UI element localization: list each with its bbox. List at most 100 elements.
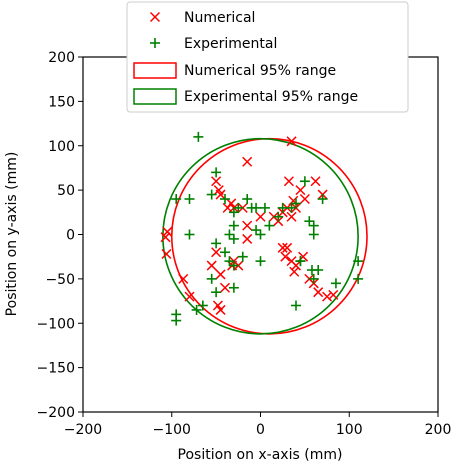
experimental-point <box>273 211 284 222</box>
experimental-point <box>330 278 341 289</box>
numerical-point <box>211 247 222 258</box>
experimental-point <box>242 194 253 204</box>
x-tick-label: −100 <box>153 422 191 438</box>
experimental-point <box>304 216 315 227</box>
range-circles <box>162 137 368 335</box>
experimental-point <box>228 220 239 231</box>
numerical-point <box>280 251 291 262</box>
numerical-point <box>313 287 324 298</box>
numerical-point <box>242 233 253 244</box>
x-tick-label: −200 <box>64 422 102 438</box>
experimental-point <box>264 220 275 231</box>
experimental-point <box>206 273 217 284</box>
experimental-point <box>228 260 239 271</box>
legend-label-experimental: Experimental <box>184 36 277 52</box>
legend-plus-marker <box>150 38 160 48</box>
numerical-point <box>282 242 293 253</box>
numerical-point <box>178 273 189 284</box>
data-points <box>160 131 364 326</box>
legend-box <box>126 1 409 113</box>
experimental-point <box>211 167 222 178</box>
legend-item-numerical: Numerical <box>149 10 255 26</box>
experimental-point <box>228 282 239 293</box>
y-axis-label: Position on y-axis (mm) <box>4 152 20 317</box>
legend-label-numerical: Numerical <box>184 10 255 26</box>
experimental-point <box>224 229 235 240</box>
experimental-point <box>255 229 266 240</box>
experimental-point <box>220 247 230 258</box>
experimental-point <box>295 256 306 267</box>
numerical-point <box>215 269 226 280</box>
numerical-range-circle <box>170 137 368 335</box>
y-tick-label: 0 <box>66 228 75 244</box>
experimental-point <box>184 194 195 204</box>
y-tick-label: 100 <box>48 139 75 155</box>
y-tick-label: −50 <box>45 272 75 288</box>
experimental-point <box>313 265 324 275</box>
experimental-point <box>291 300 301 311</box>
numerical-point <box>277 242 288 253</box>
legend-item-experimental: Experimental <box>150 36 277 52</box>
experimental-point <box>220 194 230 204</box>
x-tick-label: 200 <box>425 422 452 438</box>
numerical-point <box>206 260 217 271</box>
y-tick-label: −150 <box>37 361 75 377</box>
numerical-point <box>161 248 172 260</box>
legend-green-patch <box>133 88 177 105</box>
numerical-point <box>226 198 237 209</box>
experimental-point <box>291 198 301 209</box>
experimental-point <box>228 207 239 218</box>
experimental-point <box>353 256 364 267</box>
legend-x-marker-glyph <box>149 11 161 23</box>
numerical-point <box>286 136 297 147</box>
experimental-point <box>286 202 297 213</box>
experimental-point <box>171 315 182 326</box>
experimental-point <box>299 176 310 187</box>
experimental-point <box>211 287 222 298</box>
numerical-point <box>328 289 339 300</box>
legend-item-numerical-range: Numerical 95% range <box>133 62 336 79</box>
numerical-point <box>212 300 223 311</box>
experimental-point <box>224 256 235 267</box>
numerical-point <box>184 291 195 302</box>
experimental-point <box>308 229 319 240</box>
numerical-point <box>290 260 302 271</box>
numerical-point <box>242 156 253 167</box>
experimental-point <box>193 131 204 142</box>
numerical-point <box>283 176 294 187</box>
legend-plus-marker-glyph <box>150 38 160 48</box>
experimental-point <box>255 256 266 267</box>
legend-label-experimental-range: Experimental 95% range <box>184 89 358 105</box>
experimental-point <box>211 238 222 249</box>
numerical-point <box>219 282 231 293</box>
experimental-point <box>191 304 202 315</box>
numerical-point <box>242 220 253 231</box>
numerical-point <box>295 185 306 196</box>
numerical-point <box>215 189 226 200</box>
experimental-point <box>233 202 244 213</box>
numerical-point <box>215 304 226 315</box>
legend-label-numerical-range: Numerical 95% range <box>184 63 336 79</box>
experimental-point <box>277 202 288 213</box>
experimental-point <box>206 189 217 200</box>
experimental-point <box>317 194 328 204</box>
experimental-point <box>197 300 208 311</box>
y-tick-label: −200 <box>37 405 75 421</box>
x-tick-label: 0 <box>256 422 265 438</box>
numerical-point <box>310 176 321 187</box>
numerical-point <box>322 291 333 302</box>
experimental-point <box>237 251 248 262</box>
numerical-point <box>286 211 297 222</box>
numerical-point <box>289 266 300 277</box>
numerical-point <box>160 232 171 243</box>
experimental-point <box>251 202 262 213</box>
numerical-point <box>162 226 173 237</box>
legend-x-marker <box>149 11 161 23</box>
y-tick-label: −100 <box>37 316 75 332</box>
experimental-point <box>251 225 262 236</box>
x-tick-label: 100 <box>336 422 363 438</box>
experimental-point <box>308 273 319 284</box>
numerical-point <box>211 176 222 187</box>
y-tick-label: 50 <box>57 183 75 199</box>
